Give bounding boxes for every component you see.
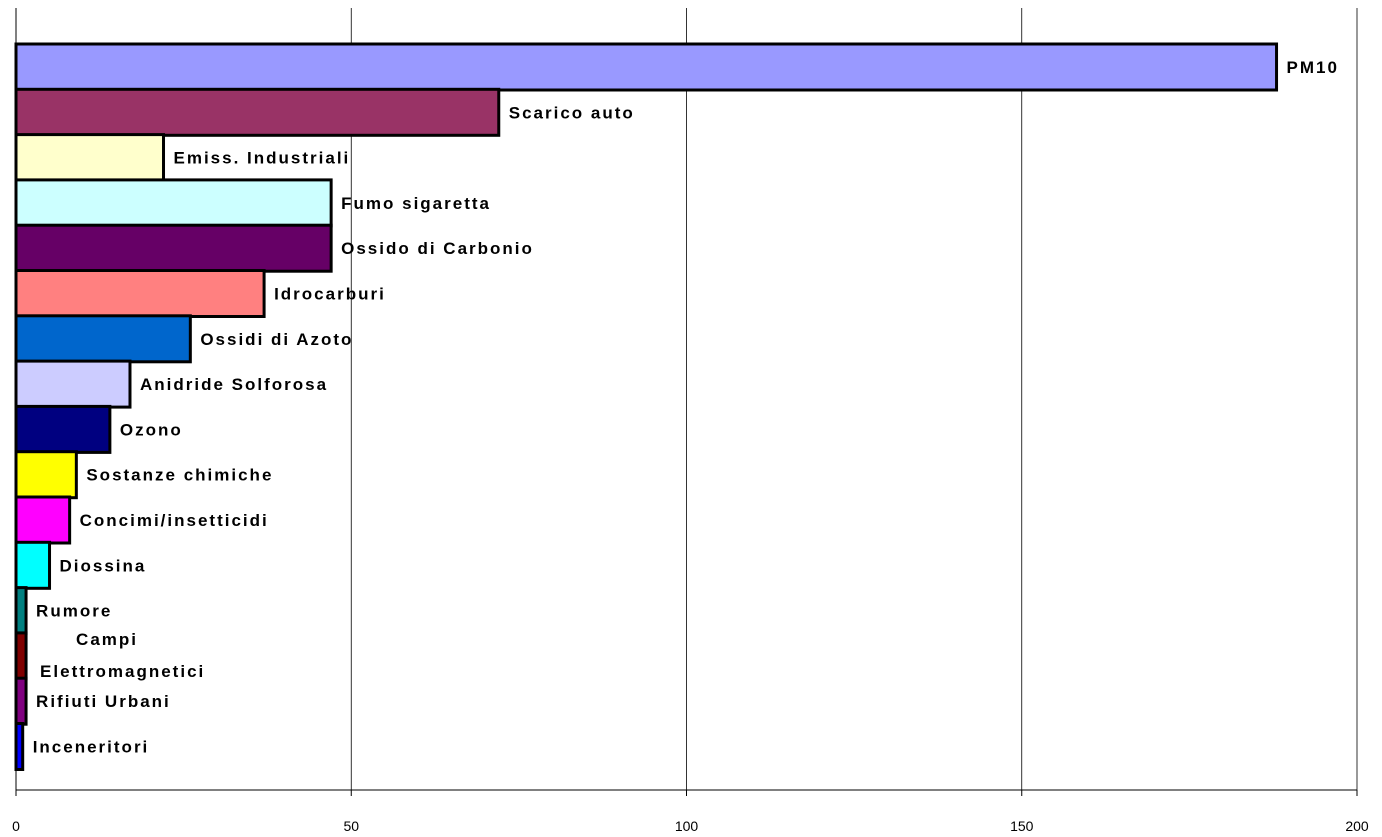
bar-label: Elettromagnetici — [40, 662, 205, 681]
bar — [14, 178, 333, 228]
bar — [14, 450, 78, 500]
bar — [14, 676, 28, 726]
x-tick-label: 50 — [343, 818, 359, 834]
bar-label: PM10 — [1287, 58, 1339, 77]
bar — [14, 586, 28, 636]
bar-label: Inceneritori — [33, 738, 150, 757]
bar-label: Idrocarburi — [274, 285, 386, 304]
bar-label: Ossido di Carbonio — [341, 239, 534, 258]
x-tick-label: 200 — [1345, 818, 1369, 834]
bar-label: Concimi/insetticidi — [80, 511, 269, 530]
bar-label: Fumo sigaretta — [341, 194, 491, 213]
x-tick-label: 100 — [675, 818, 699, 834]
bar-label: Rifiuti Urbani — [36, 692, 171, 711]
bar-label: Campi — [76, 630, 138, 649]
bars — [14, 42, 1279, 771]
bar — [14, 314, 192, 364]
bar — [14, 631, 28, 681]
bar-label: Emiss. Industriali — [174, 149, 351, 168]
bar — [14, 223, 333, 273]
bar-label: Anidride Solforosa — [140, 375, 328, 394]
bar — [14, 42, 1279, 92]
x-tick-label: 0 — [12, 818, 20, 834]
bar — [14, 133, 166, 183]
bar-label: Diossina — [60, 556, 147, 575]
bar — [14, 722, 25, 771]
bar — [14, 359, 132, 409]
bar — [14, 404, 112, 454]
bar-label: Ossidi di Azoto — [200, 330, 353, 349]
bar-label: Rumore — [36, 602, 112, 621]
bar-label: Ozono — [120, 420, 183, 439]
bar-labels: PM10 Scarico auto Emiss. Industriali Fumo s… — [33, 58, 1339, 757]
bar — [14, 495, 72, 545]
bar — [14, 540, 52, 590]
bar-label: Scarico auto — [509, 103, 635, 122]
bar — [14, 87, 501, 137]
x-tick-label: 150 — [1010, 818, 1034, 834]
bar-label: Sostanze chimiche — [86, 466, 273, 485]
bar — [14, 269, 266, 318]
